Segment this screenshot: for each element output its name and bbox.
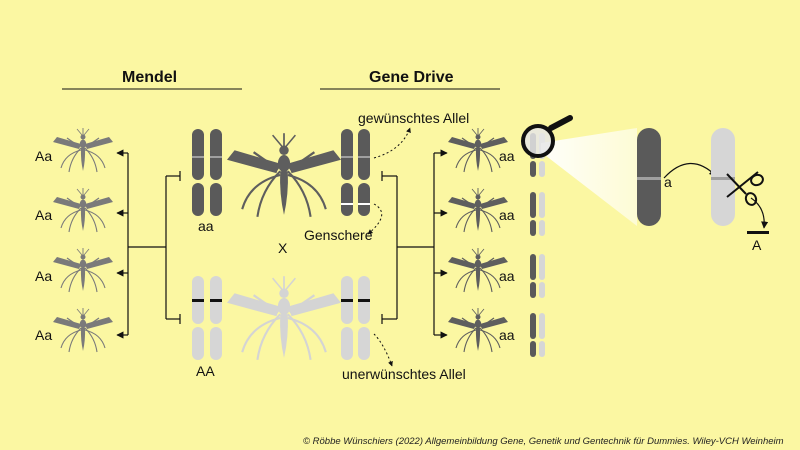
label-pointers <box>367 127 411 367</box>
gene-drive-chromosome-pair-light <box>341 276 370 360</box>
gene-drive-inheritance-arrows <box>381 149 448 339</box>
undesired-allele-label: unerwünschtes Allel <box>342 366 466 382</box>
mendel-offspring-genotype-3: Aa <box>35 268 53 284</box>
mendel-offspring-genotype-4: Aa <box>35 327 53 343</box>
parent-mosquito-light <box>225 275 343 361</box>
mendel-offspring-genotype-1: Aa <box>35 148 53 164</box>
mendel-parent-genotype-dark: aa <box>198 218 214 234</box>
mendel-offspring-mosquito-4 <box>52 307 114 353</box>
gene-drive-offspring-genotype-1: aa <box>499 148 515 164</box>
mendel-offspring-genotype-2: Aa <box>35 207 53 223</box>
parent-mosquito-dark <box>225 132 343 218</box>
gene-drive-offspring-genotype-2: aa <box>499 207 515 223</box>
cut-chromosome <box>711 128 735 226</box>
cut-allele-label: A <box>752 237 762 253</box>
mendel-chromosome-pair-aa <box>192 129 222 216</box>
desired-allele-label: gewünschtes Allel <box>358 110 470 126</box>
gene-drive-chromosome-pair-dark <box>341 129 370 216</box>
mendel-offspring-mosquito-2 <box>52 187 114 233</box>
gene-drive-offspring-genotype-4: aa <box>499 327 515 343</box>
scissors-icon <box>726 171 764 206</box>
zoomed-chromosome <box>637 128 661 226</box>
mendel-offspring-mosquito-1 <box>52 127 114 173</box>
zoom-allele-label: a <box>664 174 672 190</box>
mendel-offspring-mosquito-3 <box>52 247 114 293</box>
gene-drive-offspring-genotype-3: aa <box>499 268 515 284</box>
excised-allele-band <box>747 231 769 234</box>
mendel-inheritance-arrows <box>116 149 181 339</box>
gene-scissors-label: Genschere <box>304 227 373 243</box>
magnifying-glass-icon <box>521 115 573 158</box>
excision-arrow <box>750 197 769 229</box>
mendel-title: Mendel <box>122 69 178 86</box>
offspring-chromosomes <box>530 133 545 357</box>
magnifier-beam <box>541 128 637 226</box>
mendel-parent-genotype-light: AA <box>196 363 215 379</box>
copyright-notice: © Röbbe Wünschiers (2022) Allgemeinbildu… <box>303 436 784 447</box>
mendel-chromosome-pair-AA <box>192 276 222 360</box>
cross-symbol: X <box>278 240 288 256</box>
gene-drive-title: Gene Drive <box>369 69 454 86</box>
